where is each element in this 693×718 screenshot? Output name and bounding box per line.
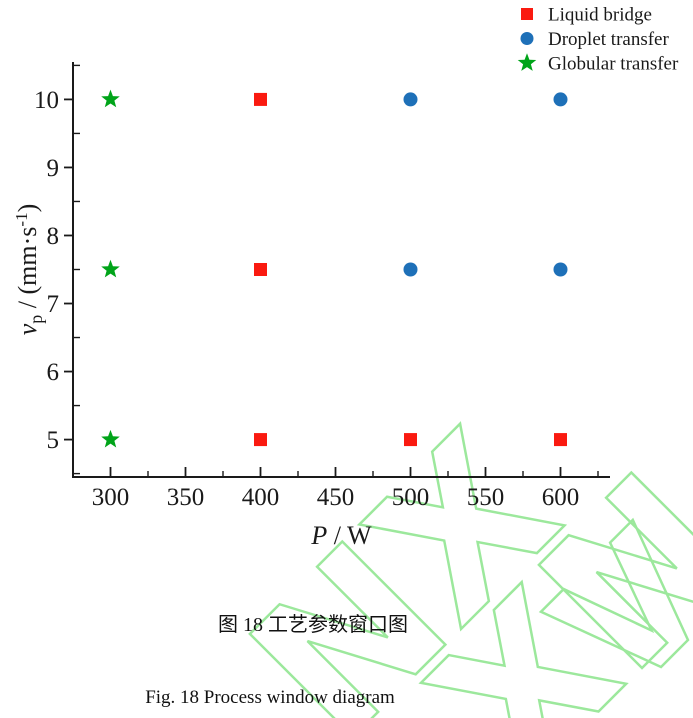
data-point-square: [404, 433, 417, 447]
data-point-circle: [553, 92, 568, 107]
data-point-star: [101, 89, 120, 108]
legend-item: Globular transfer: [517, 53, 679, 75]
data-point-star: [101, 429, 120, 448]
x-tick-label: 400: [242, 484, 280, 511]
legend-circle-icon: [520, 32, 534, 45]
chart-svg: 300 350 400 450 500 550 600 5 6 7 8 9 10 P / W vp / (m…: [12, 5, 679, 551]
series-star: [101, 89, 120, 448]
data-point-star: [101, 259, 120, 278]
legend-item: Droplet transfer: [520, 29, 669, 50]
legend: Liquid bridge Droplet transfer Globular tr…: [517, 5, 679, 75]
legend-item: Liquid bridge: [521, 5, 652, 26]
data-point-square: [254, 263, 267, 276]
legend-label: Liquid bridge: [548, 5, 652, 26]
legend-label: Droplet transfer: [548, 29, 669, 50]
legend-square-icon: [521, 8, 533, 20]
y-tick-label: 10: [34, 87, 59, 114]
data-point-square: [254, 433, 267, 447]
x-tick-label: 550: [467, 484, 505, 511]
x-tick-label: 450: [317, 484, 355, 511]
data-point-square: [554, 433, 567, 447]
y-tick-label: 6: [47, 359, 60, 386]
axis-frame: [72, 62, 610, 478]
x-tick-label: 500: [392, 484, 430, 511]
series-square: [254, 92, 567, 447]
legend-star-icon: [517, 53, 537, 71]
x-tick-label: 300: [92, 484, 130, 511]
y-tick-label: 8: [47, 223, 60, 250]
data-point-square: [254, 92, 267, 106]
y-tick-label: 7: [47, 291, 60, 318]
figure-caption-en: Fig. 18 Process window diagram: [145, 687, 395, 708]
series-circle: [403, 92, 568, 277]
figure-caption-zh: 图 18 工艺参数窗口图: [218, 614, 408, 636]
data-point-circle: [403, 92, 418, 107]
data-point-circle: [403, 262, 418, 277]
y-tick-label: 5: [47, 427, 60, 454]
axes: [72, 62, 610, 478]
x-tick-label: 350: [167, 484, 205, 511]
y-tick-label: 9: [47, 155, 60, 182]
ticks: [64, 64, 599, 476]
x-axis-title: P / W: [310, 521, 372, 550]
data-point-circle: [553, 262, 568, 277]
x-tick-label: 600: [542, 484, 580, 511]
tick-labels: 300 350 400 450 500 550 600 5 6 7 8 9 10: [34, 87, 579, 511]
legend-label: Globular transfer: [548, 54, 679, 75]
y-axis-title: vp / (mm·s-1): [12, 204, 46, 336]
